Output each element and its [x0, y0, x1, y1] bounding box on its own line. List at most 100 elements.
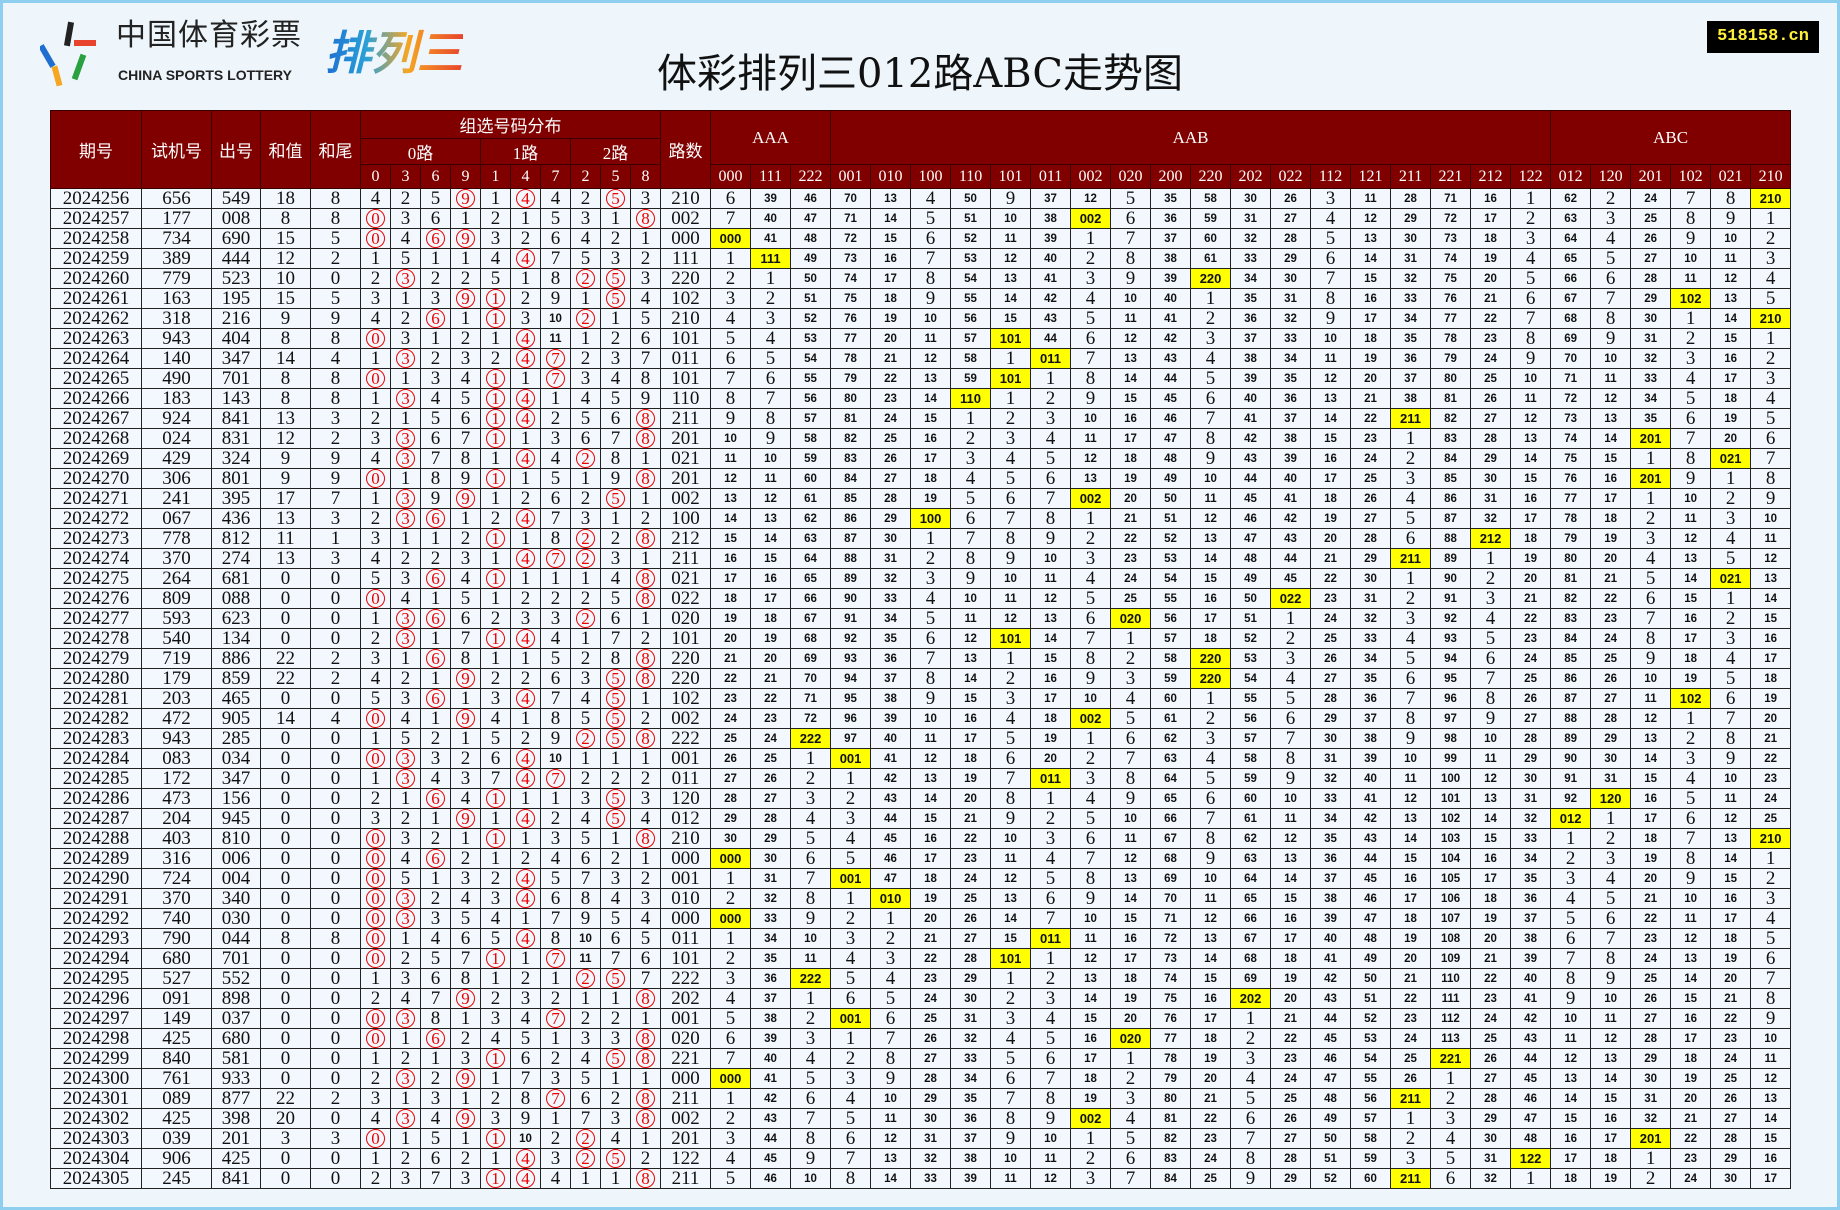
pattern-hit-cell: 202: [1230, 988, 1272, 1009]
draw-cell: 581: [211, 1048, 261, 1069]
dist-hit-cell: 8: [629, 1048, 662, 1069]
pattern-hit-cell: 101: [990, 628, 1032, 649]
pattern-hit-cell: 010: [870, 888, 912, 909]
circled-digit: 9: [456, 1109, 475, 1128]
header-route-0: 0路: [360, 138, 481, 165]
pattern-hit-cell: 021: [1710, 568, 1752, 589]
omission-value: 2: [400, 1048, 411, 1069]
dist-hit-cell: 3: [390, 428, 421, 449]
pattern-omission-cell: 45: [1270, 568, 1312, 589]
circled-digit: 8: [636, 1169, 656, 1188]
omission-value: 2: [640, 1148, 651, 1169]
dist-omission-cell: 3: [629, 188, 662, 209]
table-row: 2024271 241 395 17 7 1 3 9 9 1 2 6 2 5 1 002 13 12 61 85 28 1…: [50, 488, 1792, 509]
omission-value: 5: [370, 568, 381, 589]
pattern-omission-cell: 37: [1390, 368, 1432, 389]
pattern-omission-cell: 11: [1470, 748, 1512, 769]
pattern-omission-cell: 16: [1630, 788, 1672, 809]
pattern-omission-cell: 57: [1150, 628, 1192, 649]
pattern-omission-cell: 8: [1070, 368, 1112, 389]
dist-omission-cell: 1: [540, 968, 571, 989]
circled-digit: 8: [636, 1049, 656, 1068]
dist-omission-cell: 3: [540, 608, 571, 629]
pattern-omission-cell: 33: [1390, 288, 1432, 309]
header-pattern: 210: [1750, 164, 1792, 189]
dist-hit-cell: 0: [360, 828, 391, 849]
pattern-hit-cell: 101: [990, 368, 1032, 389]
circled-digit: 3: [396, 629, 415, 648]
pattern-omission-cell: 4: [1190, 748, 1232, 769]
sum-cell: 12: [260, 428, 311, 449]
pattern-omission-cell: 11: [990, 1168, 1032, 1189]
omission-value: 7: [640, 348, 651, 369]
dist-omission-cell: 4: [540, 1168, 571, 1189]
omission-value: 1: [640, 688, 651, 709]
pattern-omission-cell: 17: [1310, 468, 1352, 489]
pattern-omission-cell: 3: [1510, 228, 1552, 249]
circled-digit: 5: [606, 709, 625, 728]
trial-cell: 149: [141, 1008, 212, 1029]
pattern-omission-cell: 6: [1230, 1108, 1272, 1129]
pattern-omission-cell: 7: [1230, 1128, 1272, 1149]
header-sum: 和值: [260, 110, 311, 189]
pattern-omission-cell: 5: [1030, 448, 1072, 469]
pattern-omission-cell: 51: [1350, 988, 1392, 1009]
dist-omission-cell: 1: [629, 608, 662, 629]
pattern-omission-cell: 65: [1230, 888, 1272, 909]
dist-hit-cell: 1: [480, 948, 511, 969]
pattern-omission-cell: 21: [1630, 888, 1672, 909]
pattern-omission-cell: 36: [1390, 348, 1432, 369]
pattern-omission-cell: 7: [1110, 228, 1152, 249]
table-row: 2024275 264 681 0 0 5 3 6 4 1 1 1 1 4 8 021 17 16 65 89 32 3 9…: [50, 568, 1792, 589]
dist-omission-cell: 1: [450, 308, 481, 329]
dist-omission-cell: 4: [629, 808, 662, 829]
pattern-omission-cell: 2: [1750, 348, 1792, 369]
pattern-omission-cell: 14: [870, 1168, 912, 1189]
dist-omission-cell: 6: [540, 668, 571, 689]
pattern-omission-cell: 20: [1190, 1068, 1232, 1089]
pattern-omission-cell: 8: [790, 888, 832, 909]
circled-digit: 0: [366, 469, 385, 488]
dist-hit-cell: 6: [420, 1028, 451, 1049]
pattern-omission-cell: 16: [1470, 188, 1512, 209]
route-cell: 002: [660, 488, 712, 509]
omission-value: 7: [550, 508, 561, 529]
issue-cell: 2024288: [50, 828, 142, 849]
pattern-omission-cell: 37: [1350, 708, 1392, 729]
omission-value: 5: [580, 408, 591, 429]
dist-omission-cell: 1: [600, 828, 631, 849]
pattern-omission-cell: 13: [1590, 408, 1632, 429]
omission-value: 3: [610, 248, 621, 269]
tail-cell: 8: [310, 328, 361, 349]
circled-digit: 9: [456, 709, 475, 728]
pattern-omission-cell: 32: [910, 1148, 952, 1169]
pattern-omission-cell: 28: [1310, 688, 1352, 709]
circled-digit: 5: [606, 1049, 625, 1068]
pattern-omission-cell: 2: [830, 908, 872, 929]
pattern-omission-cell: 51: [1150, 508, 1192, 529]
pattern-omission-cell: 3: [1390, 1148, 1432, 1169]
dist-omission-cell: 1: [510, 368, 541, 389]
pattern-omission-cell: 1: [870, 908, 912, 929]
pattern-omission-cell: 5: [1430, 1148, 1472, 1169]
pattern-omission-cell: 10: [1110, 808, 1152, 829]
dist-hit-cell: 0: [360, 868, 391, 889]
dist-omission-cell: 2: [510, 668, 541, 689]
pattern-omission-cell: 24: [1350, 448, 1392, 469]
pattern-omission-cell: 5: [750, 348, 792, 369]
dist-omission-cell: 1: [360, 348, 391, 369]
dist-hit-cell: 6: [420, 228, 451, 249]
pattern-omission-cell: 11: [1350, 188, 1392, 209]
pattern-omission-cell: 7: [1030, 488, 1072, 509]
pattern-omission-cell: 25: [1630, 968, 1672, 989]
dist-hit-cell: 3: [390, 348, 421, 369]
pattern-omission-cell: 27: [1710, 1108, 1752, 1129]
dist-omission-cell: 1: [360, 388, 391, 409]
pattern-omission-cell: 34: [1510, 848, 1552, 869]
dist-omission-cell: 5: [450, 908, 481, 929]
pattern-omission-cell: 4: [1070, 288, 1112, 309]
pattern-omission-cell: 6: [1470, 648, 1512, 669]
pattern-omission-cell: 2: [1630, 1168, 1672, 1189]
pattern-omission-cell: 6: [790, 1088, 832, 1109]
pattern-omission-cell: 27: [1470, 408, 1512, 429]
